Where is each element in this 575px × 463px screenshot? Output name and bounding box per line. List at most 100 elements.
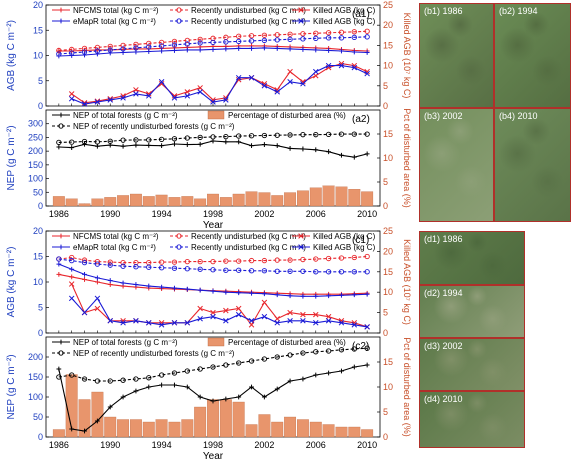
series-point — [210, 313, 216, 320]
series-point — [248, 33, 255, 39]
series-point — [236, 33, 242, 39]
series-point — [274, 37, 280, 43]
series-point — [300, 318, 306, 324]
series-point — [248, 318, 255, 324]
legend-marker — [58, 339, 64, 345]
legend-label: NEP of total forests (g C m⁻²) — [73, 111, 178, 120]
series-point — [159, 48, 165, 54]
series-point — [248, 38, 255, 44]
y-right-tick-label: 10 — [383, 287, 393, 297]
series-point — [107, 97, 113, 103]
series-point — [261, 257, 268, 264]
series-point — [107, 43, 113, 50]
series-point — [248, 133, 255, 139]
series-point — [223, 267, 229, 273]
y-tick-label: 0 — [38, 432, 43, 442]
legend-swatch — [207, 110, 225, 120]
series-point — [236, 394, 242, 400]
series-point — [69, 46, 75, 53]
y-tick-label: 10 — [33, 51, 43, 61]
series-point — [146, 283, 152, 289]
series-point — [287, 36, 293, 42]
series-point — [81, 138, 88, 145]
series-point — [300, 132, 306, 138]
series-point — [69, 145, 75, 150]
series-point — [300, 268, 306, 274]
series-point — [133, 142, 139, 148]
series-point — [274, 46, 280, 51]
series-point — [158, 322, 165, 328]
x-axis-label: Year — [203, 220, 224, 231]
legend-label: Percentage of disturbed area (%) — [228, 111, 346, 120]
map-tile-b3: (b3) 2002 — [419, 108, 494, 222]
series-point — [274, 292, 280, 298]
series-point — [171, 370, 178, 376]
series-point — [197, 287, 203, 293]
x-axis-label: Year — [203, 451, 224, 462]
y-right-tick-label: 5 — [383, 177, 388, 187]
y-right-tick-label: 25 — [383, 226, 393, 236]
bar — [322, 185, 335, 207]
y-right-axis-label: Pct of disturbed area (%) — [402, 337, 412, 437]
series-point — [236, 267, 242, 273]
y-right-axis-label: Pct of disturbed area (%) — [402, 108, 412, 208]
y-tick-label: 200 — [28, 146, 43, 156]
series-point — [339, 48, 344, 54]
series-point — [81, 49, 88, 55]
series-point — [197, 266, 203, 272]
series-point — [158, 39, 165, 46]
series-point — [364, 34, 370, 40]
series-point — [248, 358, 255, 364]
tile-label: (b4) 2010 — [499, 111, 538, 121]
bar — [52, 196, 65, 207]
y-tick-label: 100 — [28, 174, 43, 184]
series-point — [94, 279, 100, 285]
y-tick-label: 50 — [33, 187, 43, 197]
series-point — [313, 269, 319, 275]
panel-label: (a2) — [352, 114, 370, 125]
series-point — [326, 370, 332, 376]
y-tick-label: 100 — [28, 392, 43, 402]
series-point — [107, 282, 113, 287]
tile-label: (d3) 2002 — [424, 341, 463, 351]
series-point — [351, 346, 357, 352]
legend-label: eMapR total (kg C m⁻²) — [73, 17, 156, 26]
series-point — [351, 364, 357, 370]
x-tick-label: 1986 — [49, 209, 69, 219]
series-point — [210, 39, 216, 46]
series-point — [146, 44, 152, 50]
legend-marker — [58, 18, 64, 24]
series-line — [58, 133, 368, 143]
series-point — [287, 31, 293, 37]
series-point — [94, 275, 100, 281]
series-point — [184, 47, 190, 53]
legend-swatch — [207, 337, 225, 347]
series-point — [364, 253, 370, 260]
series-point — [171, 265, 178, 271]
bar — [284, 416, 297, 438]
series-point — [274, 132, 280, 138]
series-point — [210, 398, 216, 404]
y-right-tick-label: 25 — [383, 0, 393, 10]
series-point — [364, 269, 370, 275]
series-point — [94, 305, 101, 312]
series-point — [236, 360, 242, 366]
series-point — [236, 258, 242, 264]
series-point — [171, 136, 178, 142]
bar — [155, 194, 168, 207]
series-point — [133, 137, 139, 143]
series-point — [94, 143, 100, 149]
series-point — [120, 259, 126, 266]
series-point — [94, 51, 100, 57]
series-point — [120, 143, 126, 149]
y-right-tick-label: 15 — [383, 357, 393, 367]
series-point — [68, 91, 75, 97]
series-point — [261, 394, 267, 400]
legend-marker — [58, 7, 64, 13]
y-tick-label: 15 — [33, 252, 43, 262]
series-point — [338, 269, 345, 275]
x-tick-label: 2002 — [254, 440, 274, 450]
series-point — [261, 37, 268, 43]
series-point — [184, 41, 190, 47]
bar — [219, 399, 232, 438]
